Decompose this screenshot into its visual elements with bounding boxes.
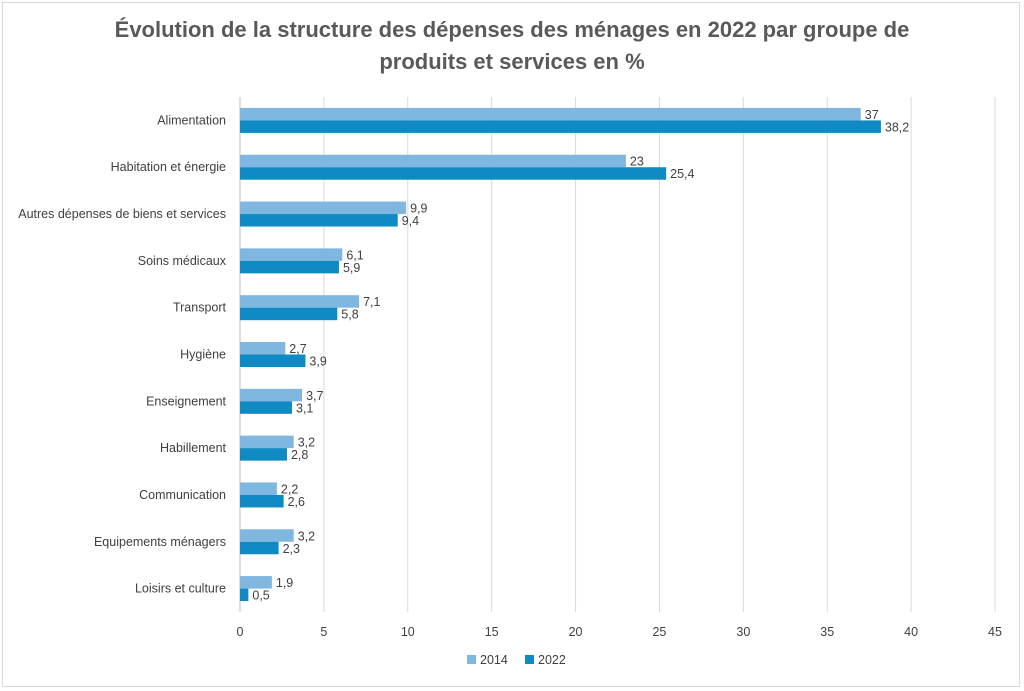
data-label: 9,9	[410, 202, 427, 216]
data-label: 0,5	[252, 589, 269, 603]
category-label: Habitation et énergie	[111, 160, 226, 174]
legend-swatch	[467, 655, 476, 664]
bar-2014	[240, 248, 343, 261]
x-tick-label: 25	[652, 625, 666, 639]
data-label: 6,1	[346, 248, 363, 262]
x-tick-label: 15	[485, 625, 499, 639]
bar-2022	[240, 260, 339, 274]
data-label: 2,3	[283, 542, 300, 556]
category-label: Habillement	[160, 441, 227, 455]
data-label: 3,7	[306, 389, 323, 403]
x-tick-label: 30	[736, 625, 750, 639]
legend-label: 2014	[480, 653, 508, 667]
data-label: 2,6	[288, 495, 305, 509]
chart-title-line1: Évolution de la structure des dépenses d…	[114, 17, 910, 42]
data-label: 38,2	[885, 120, 909, 134]
data-label: 9,4	[402, 214, 419, 228]
category-label: Autres dépenses de biens et services	[18, 207, 226, 221]
bar-2014	[240, 482, 277, 495]
data-label: 3,2	[298, 529, 315, 543]
bar-2014	[240, 342, 286, 355]
legend-label: 2022	[538, 653, 566, 667]
legend-swatch	[525, 655, 534, 664]
x-tick-label: 0	[237, 625, 244, 639]
category-label: Loisirs et culture	[135, 582, 226, 596]
x-tick-label: 45	[988, 625, 1002, 639]
bar-2022	[240, 541, 279, 555]
category-label: Communication	[139, 488, 226, 502]
data-label: 37	[865, 108, 879, 122]
data-label: 2,8	[291, 448, 308, 462]
bar-2014	[240, 107, 861, 121]
data-label: 3,9	[309, 355, 326, 369]
data-label: 23	[630, 155, 644, 169]
chart-title-line2: produits et services en %	[379, 49, 645, 74]
category-label: Equipements ménagers	[94, 535, 226, 549]
data-label: 7,1	[363, 295, 380, 309]
data-label: 5,8	[341, 308, 358, 322]
x-tick-label: 10	[401, 625, 415, 639]
bar-2014	[240, 576, 272, 589]
data-label: 2,2	[281, 482, 298, 496]
x-tick-label: 5	[320, 625, 327, 639]
category-label: Soins médicaux	[138, 254, 227, 268]
bar-2022	[240, 588, 249, 602]
category-label: Hygiène	[180, 348, 226, 362]
bar-2014	[240, 154, 626, 168]
bar-2022	[240, 401, 293, 414]
x-tick-label: 35	[820, 625, 834, 639]
bar-2014	[240, 201, 407, 215]
bar-2022	[240, 214, 398, 227]
bar-2022	[240, 448, 287, 461]
bar-2014	[240, 388, 303, 402]
data-label: 3,2	[298, 436, 315, 450]
bar-2022	[240, 167, 667, 180]
data-label: 1,9	[276, 576, 293, 590]
bar-2014	[240, 435, 294, 449]
data-label: 25,4	[670, 167, 694, 181]
bar-2022	[240, 307, 338, 321]
x-tick-label: 40	[904, 625, 918, 639]
chart-title: Évolution de la structure des dépenses d…	[0, 14, 1024, 78]
data-label: 3,1	[296, 401, 313, 415]
x-tick-label: 20	[569, 625, 583, 639]
category-label: Enseignement	[146, 394, 226, 408]
data-label: 2,7	[289, 342, 306, 356]
category-label: Transport	[173, 301, 227, 315]
bar-2014	[240, 295, 360, 308]
bar-2022	[240, 354, 306, 367]
bar-2022	[240, 120, 881, 133]
category-label: Alimentation	[157, 113, 226, 127]
bar-2014	[240, 529, 294, 542]
data-label: 5,9	[343, 261, 360, 275]
bar-2022	[240, 494, 284, 508]
